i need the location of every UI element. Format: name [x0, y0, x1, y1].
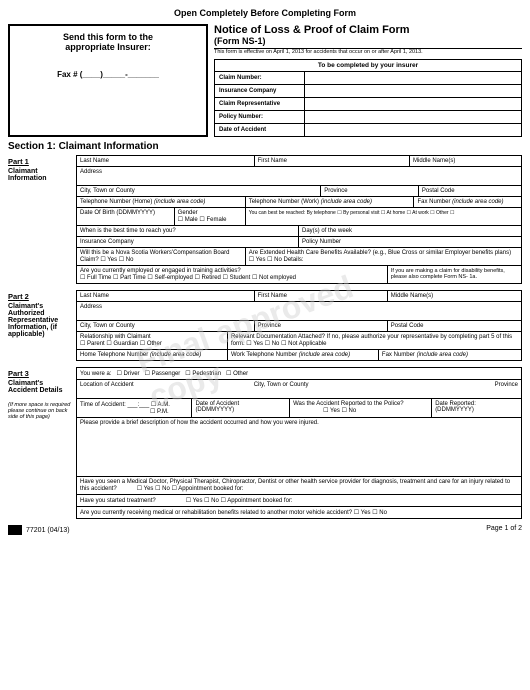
p2-lastname-field[interactable]: Last Name — [77, 291, 255, 301]
address-field[interactable]: Address — [77, 167, 521, 185]
policy-number-field[interactable] — [305, 111, 521, 123]
part2-table: Last NameFirst NameMiddle Name(s) Addres… — [76, 290, 522, 361]
page-number: Page 1 of 2 — [486, 525, 522, 535]
form-code: 77201 (04/13) — [26, 527, 70, 534]
telwork-field[interactable]: Telephone Number (Work) (include area co… — [246, 197, 415, 207]
postal-field[interactable]: Postal Code — [419, 186, 521, 196]
part1-table: Last NameFirst NameMiddle Name(s) Addres… — [76, 155, 522, 284]
p2-city-field[interactable]: City, Town or County — [77, 321, 255, 331]
effective-text: This form is effective on April 1, 2013 … — [214, 49, 522, 55]
p2-hometel-field[interactable]: Home Telephone Number (include area code… — [77, 350, 228, 360]
send-box: Send this form to theappropriate Insurer… — [8, 24, 208, 137]
p2-firstname-field[interactable]: First Name — [255, 291, 388, 301]
telhome-field[interactable]: Telephone Number (Home) (include area co… — [77, 197, 246, 207]
form-name: (Form NS-1) — [214, 36, 522, 49]
logo-icon — [8, 525, 22, 535]
reached-field[interactable]: You can best be reached: By telephone ☐ … — [246, 208, 521, 225]
part1-num: Part 1 — [8, 157, 72, 166]
part3-table: You were a: ☐ Driver ☐ Passenger ☐ Pedes… — [76, 367, 522, 519]
part2-desc: Claimant's Authorized Representative Inf… — [8, 303, 72, 338]
policy-field[interactable]: Policy Number — [299, 237, 521, 247]
fax-label: Fax # (____)_____-_______ — [16, 70, 200, 79]
city-field[interactable]: City, Town or County — [77, 186, 321, 196]
lastname-field[interactable]: Last Name — [77, 156, 255, 166]
p2-middle-field[interactable]: Middle Name(s) — [388, 291, 521, 301]
middle-field[interactable]: Middle Name(s) — [410, 156, 521, 166]
claim-rep-label: Claim Representative — [215, 98, 305, 110]
treat-field[interactable]: Have you started treatment?☐ Yes ☐ No ☐ … — [77, 495, 521, 506]
firstname-field[interactable]: First Name — [255, 156, 410, 166]
insco-field[interactable]: Insurance Company — [77, 237, 299, 247]
gender-field[interactable]: Gender☐ Male ☐ Female — [175, 208, 246, 225]
part3-note: (If more space is required please contin… — [8, 402, 72, 420]
p2-postal-field[interactable]: Postal Code — [388, 321, 521, 331]
rehab-field[interactable]: Are you currently receiving medical or r… — [77, 507, 521, 518]
ins-company-field[interactable] — [305, 85, 521, 97]
wcb-field[interactable]: Will this be a Nova Scotia Workers'Compe… — [77, 248, 246, 265]
p2-address-field[interactable]: Address — [77, 302, 521, 320]
claim-number-field[interactable] — [305, 72, 521, 84]
notice-title: Notice of Loss & Proof of Claim Form — [214, 24, 522, 36]
part3-desc: Claimant's Accident Details — [8, 380, 72, 394]
dob-field[interactable]: Date Of Birth (DDMMYYYY) — [77, 208, 175, 225]
ext-field[interactable]: Are Extended Health Care Benefits Availa… — [246, 248, 521, 265]
p2-province-field[interactable]: Province — [255, 321, 388, 331]
youwere-field[interactable]: You were a: ☐ Driver ☐ Passenger ☐ Pedes… — [77, 368, 521, 379]
brief-field[interactable]: Please provide a brief description of ho… — [77, 418, 521, 476]
part2-num: Part 2 — [8, 292, 72, 301]
policy-number-label: Policy Number: — [215, 111, 305, 123]
disability-note: If you are making a claim for disability… — [388, 266, 521, 283]
claim-number-label: Claim Number: — [215, 72, 305, 84]
insurer-header: To be completed by your insurer — [215, 60, 521, 72]
date-accident-field[interactable] — [305, 124, 521, 136]
days-field[interactable]: Day(s) of the week — [299, 226, 521, 236]
besttime-field[interactable]: When is the best time to reach you? — [77, 226, 299, 236]
time-field[interactable]: Time of Accident: ___:___ ☐ A.M.☐ P.M. — [77, 399, 192, 417]
send-title: Send this form to theappropriate Insurer… — [16, 32, 200, 52]
police-field[interactable]: Was the Accident Reported to the Police?… — [290, 399, 432, 417]
insurer-box: To be completed by your insurer Claim Nu… — [214, 59, 522, 137]
p2-doc-field[interactable]: Relevant Documentation Attached? If no, … — [228, 332, 521, 349]
dateacc-field[interactable]: Date of Accident(DDMMYYYY) — [192, 399, 290, 417]
part3-num: Part 3 — [8, 369, 72, 378]
province-field[interactable]: Province — [321, 186, 419, 196]
header-instruction: Open Completely Before Completing Form — [8, 8, 522, 18]
emp-field[interactable]: Are you currently employed or engaged in… — [77, 266, 388, 283]
daterep-field[interactable]: Date Reported:(DDMMYYYY) — [432, 399, 521, 417]
medical-field[interactable]: Have you seen a Medical Doctor, Physical… — [77, 477, 521, 494]
date-accident-label: Date of Accident — [215, 124, 305, 136]
fax-field[interactable]: Fax Number (include area code) — [414, 197, 521, 207]
section-1-title: Section 1: Claimant Information — [8, 141, 522, 152]
claim-rep-field[interactable] — [305, 98, 521, 110]
p2-fax-field[interactable]: Fax Number (include area code) — [379, 350, 521, 360]
loc-field[interactable]: Location of AccidentCity, Town or County… — [77, 380, 521, 398]
p2-worktel-field[interactable]: Work Telephone Number (include area code… — [228, 350, 379, 360]
part1-desc: Claimant Information — [8, 168, 72, 182]
p2-rel-field[interactable]: Relationship with Claimant☐ Parent ☐ Gua… — [77, 332, 228, 349]
ins-company-label: Insurance Company — [215, 85, 305, 97]
